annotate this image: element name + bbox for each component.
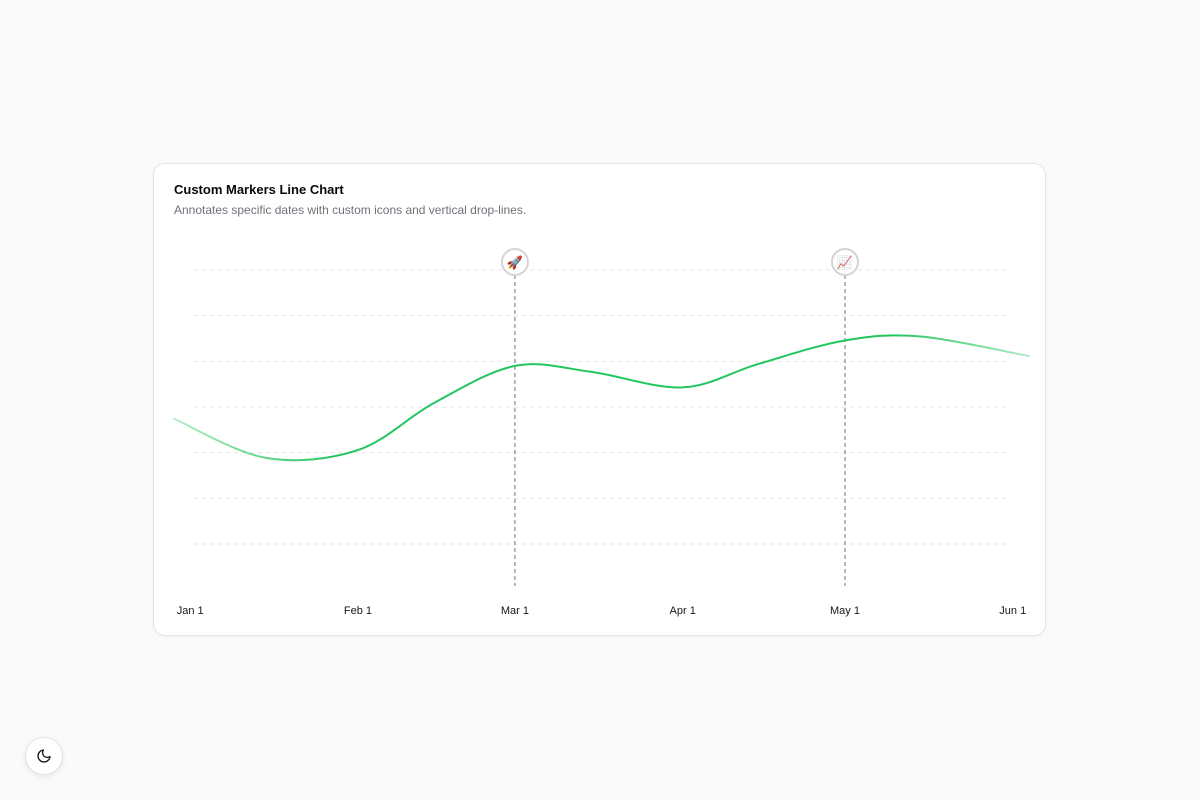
theme-toggle-button[interactable]	[25, 737, 63, 775]
x-tick-label: Feb 1	[344, 605, 372, 617]
line-chart: 🚀 📈 Jan 1 Feb 1 Mar 1 Apr 1 May 1 Jun 1	[173, 248, 1030, 617]
marker-badge	[831, 248, 860, 276]
moon-icon	[37, 749, 51, 763]
series-line-0	[173, 334, 1030, 462]
x-tick-label: Mar 1	[501, 605, 529, 617]
chart-increasing-icon: 📈	[837, 255, 853, 270]
chart-card: Custom Markers Line Chart Annotates spec…	[153, 163, 1046, 636]
x-tick-label: Apr 1	[670, 605, 696, 617]
marker-badge	[500, 248, 529, 276]
x-tick-label: Jan 1	[177, 605, 204, 617]
card-title: Custom Markers Line Chart	[174, 182, 344, 197]
card-subtitle: Annotates specific dates with custom ico…	[174, 203, 527, 217]
marker-rocket-icon[interactable]: 🚀	[500, 248, 529, 276]
x-tick-label: Jun 1	[999, 605, 1026, 617]
x-tick-label: May 1	[830, 605, 860, 617]
marker-chart-increasing-icon[interactable]: 📈	[831, 248, 860, 276]
rocket-icon: 🚀	[507, 255, 523, 270]
